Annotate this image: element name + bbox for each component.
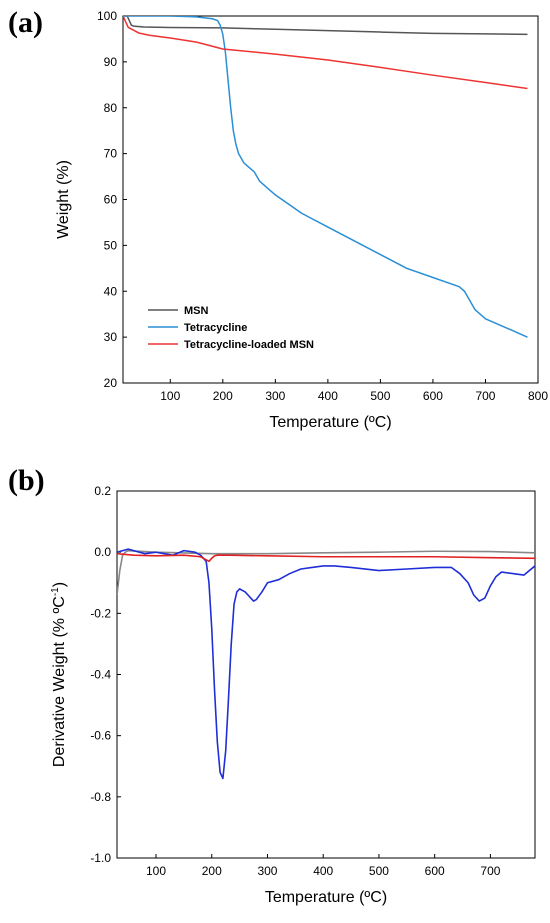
y-tick-label: 0.2 (94, 484, 111, 498)
panel-label-a: (a) (8, 6, 43, 39)
series-line-tetracycline-loaded-msn (123, 16, 528, 90)
x-axis-title: Temperature (ºC) (269, 414, 391, 431)
x-axis-title: Temperature (ºC) (265, 889, 387, 906)
y-tick-label: 50 (104, 238, 118, 252)
series-line-1 (117, 548, 535, 780)
y-tick-label: 90 (104, 55, 118, 69)
x-tick-label: 300 (265, 389, 285, 403)
y-axis-title: Derivative Weight (% ºC-1) (50, 582, 68, 767)
series-line-0 (117, 549, 535, 596)
x-tick-label: 300 (257, 864, 277, 878)
x-tick-label: 500 (369, 864, 389, 878)
panel-label-b: (b) (8, 464, 45, 497)
y-tick-label: -0.6 (90, 729, 111, 743)
x-tick-label: 700 (475, 389, 495, 403)
y-tick-label: -1.0 (90, 851, 111, 865)
x-tick-label: 800 (528, 389, 548, 403)
y-tick-label: -0.4 (90, 668, 111, 682)
legend-label: Tetracycline (184, 322, 247, 334)
y-tick-label: -0.2 (90, 606, 111, 620)
y-tick-label: 0.0 (94, 545, 111, 559)
x-tick-label: 200 (202, 864, 222, 878)
y-tick-label: 80 (104, 101, 118, 115)
x-tick-label: 400 (318, 389, 338, 403)
series-line-2 (117, 552, 535, 563)
y-axis-title: Weight (%) (55, 160, 72, 239)
tga-weight-chart: 100 200 300 400 500 600 700 800 20 30 40 50 60 70 80 90… (55, 9, 548, 431)
x-tick-label: 400 (313, 864, 333, 878)
x-tick-label: 100 (160, 389, 180, 403)
plot-frame (116, 490, 536, 859)
dtg-derivative-chart: 100 200 300 400 500 600 700 -1.0 -0.8 -0.6 -0.4 -0.… (50, 484, 536, 906)
x-tick-label: 100 (146, 864, 166, 878)
y-tick-label: 30 (104, 330, 118, 344)
series-line-msn (123, 16, 528, 36)
series-line-tetracycline (123, 16, 528, 338)
y-tick-label: 100 (97, 9, 117, 23)
legend-label: Tetracycline-loaded MSN (184, 339, 314, 351)
y-tick-label: 70 (104, 147, 118, 161)
y-tick-label: -0.8 (90, 790, 111, 804)
y-tick-label: 20 (104, 376, 118, 390)
x-tick-label: 600 (425, 864, 445, 878)
x-tick-label: 600 (423, 389, 443, 403)
legend-label: MSN (184, 305, 209, 317)
x-tick-label: 200 (213, 389, 233, 403)
y-tick-label: 60 (104, 193, 118, 207)
y-tick-label: 40 (104, 284, 118, 298)
x-tick-label: 700 (480, 864, 500, 878)
x-tick-label: 500 (370, 389, 390, 403)
